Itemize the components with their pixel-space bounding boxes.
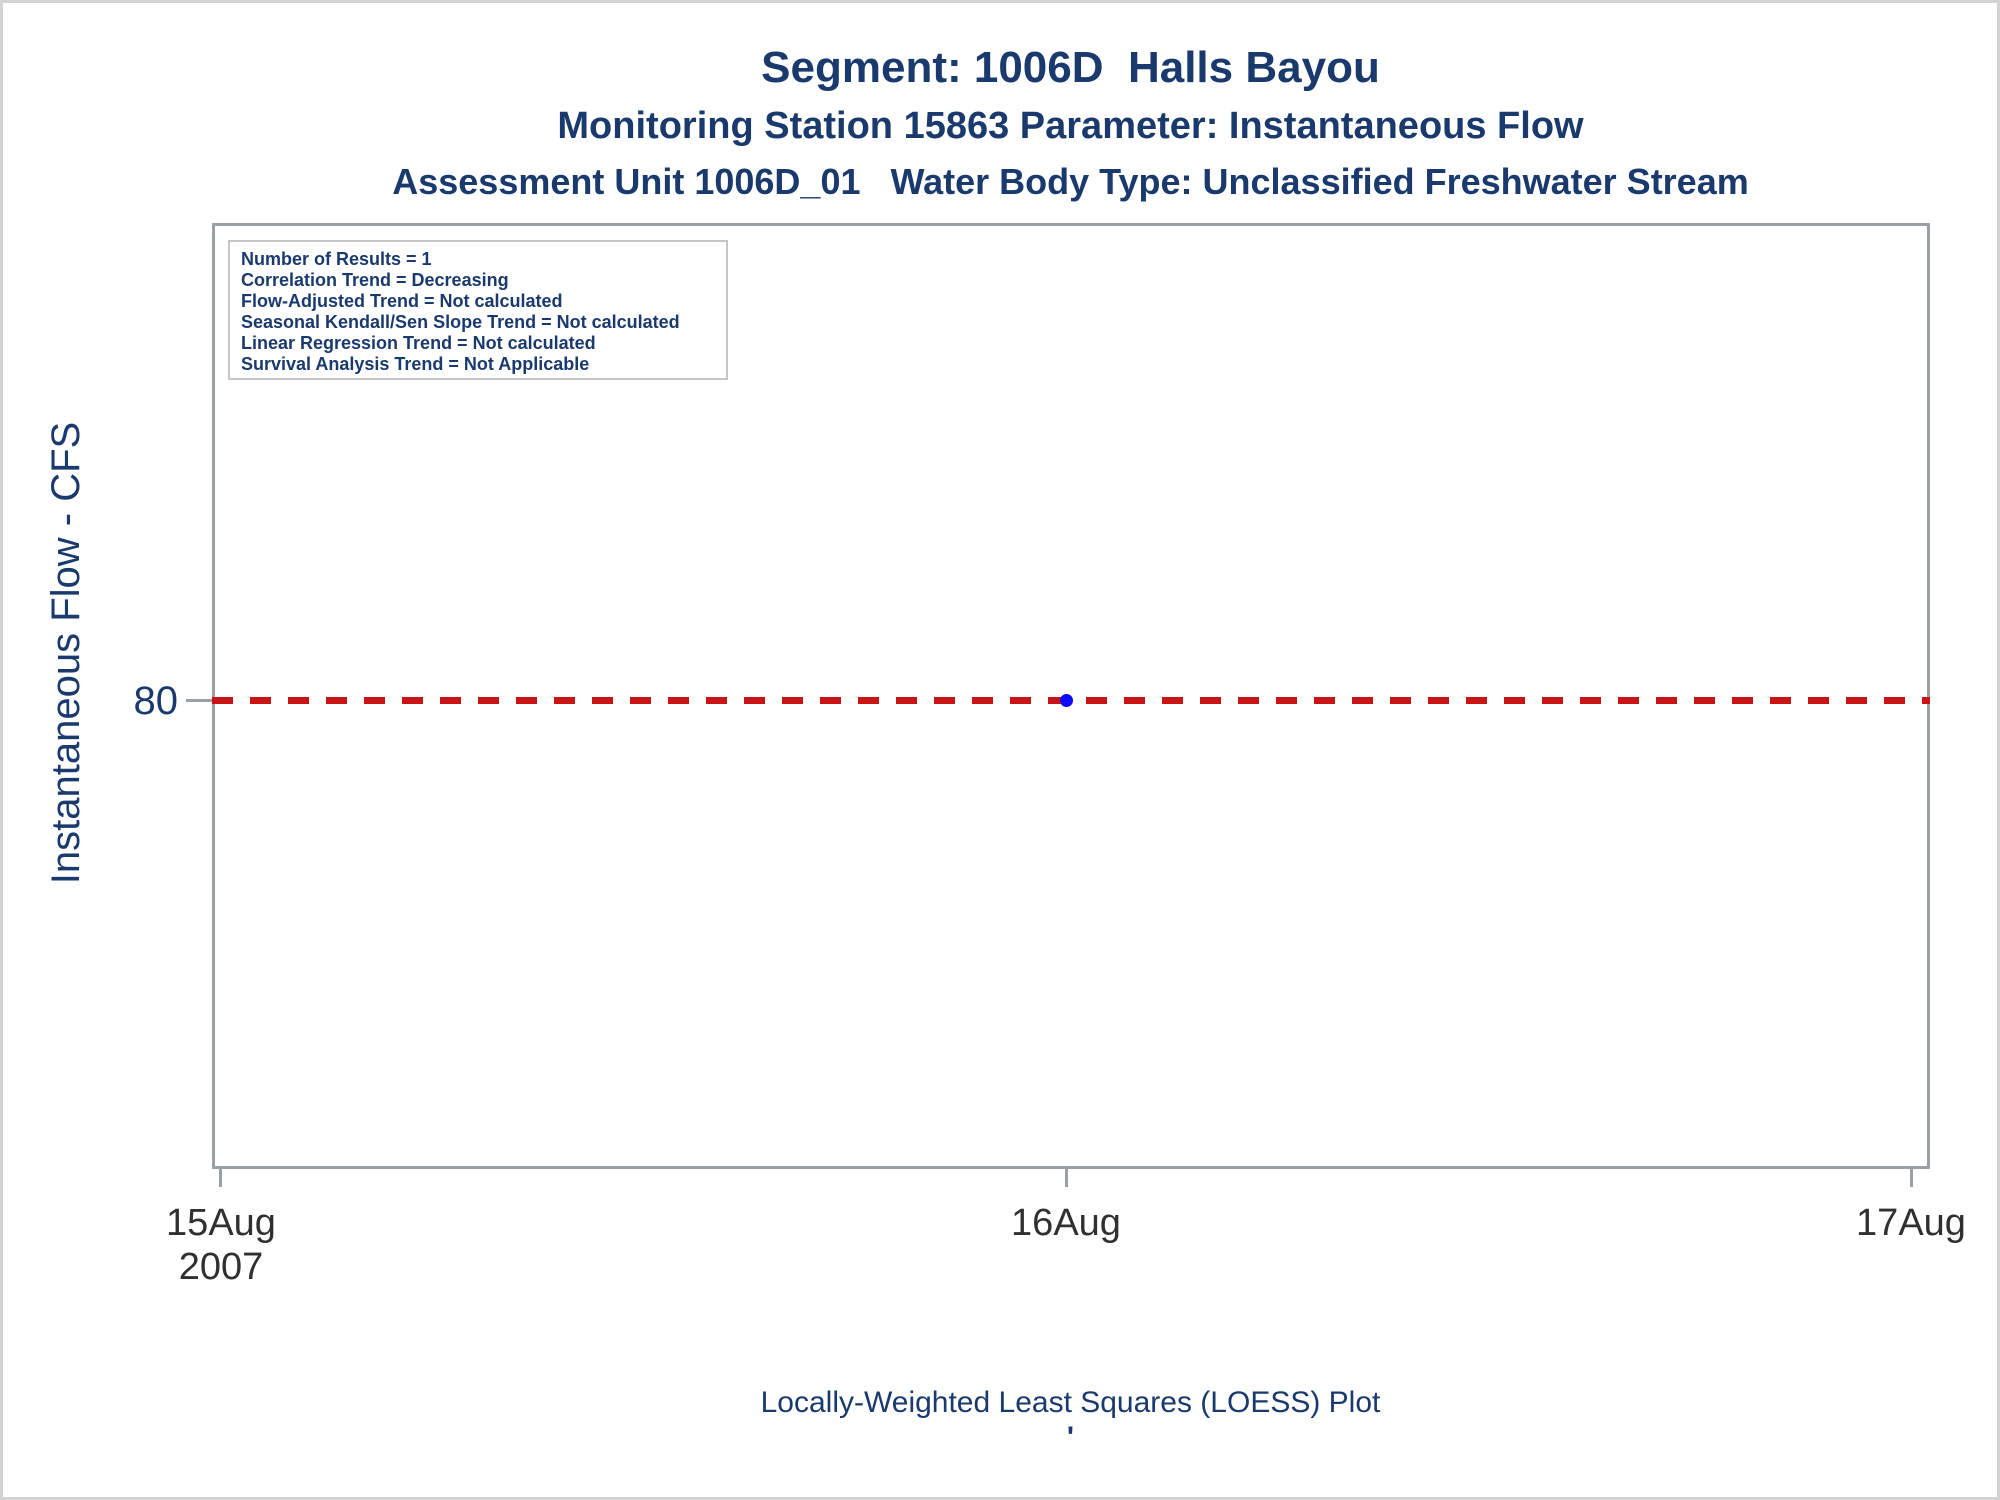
stat-correlation-trend: Correlation Trend = Decreasing (241, 270, 509, 290)
y-axis-title: Instantaneous Flow - CFS (44, 421, 88, 885)
x-tick-mark-15aug (219, 1169, 222, 1187)
stat-number-of-results: Number of Results = 1 (241, 249, 432, 269)
x-tick-label-15aug: 15Aug (166, 1202, 276, 1244)
x-tick-label-16aug: 16Aug (1011, 1202, 1121, 1244)
trend-stats-box: Number of Results = 1 Correlation Trend … (228, 240, 728, 380)
y-tick-label-80: 80 (133, 679, 179, 723)
chart-title: Segment: 1006D Halls Bayou (761, 43, 1380, 92)
stat-linear-regression-trend: Linear Regression Trend = Not calculated (241, 333, 596, 353)
chart-subtitle-assessment-unit: Assessment Unit 1006D_01 Water Body Type… (392, 161, 1749, 202)
stat-flow-adjusted-trend: Flow-Adjusted Trend = Not calculated (241, 291, 563, 311)
footer-apostrophe-mark: ' (1066, 1421, 1075, 1454)
footer-caption: Locally-Weighted Least Squares (LOESS) P… (760, 1386, 1381, 1419)
x-tick-label-17aug: 17Aug (1856, 1202, 1966, 1244)
chart-subtitle-station: Monitoring Station 15863 Parameter: Inst… (557, 105, 1584, 147)
x-tick-mark-16aug (1065, 1169, 1068, 1187)
stat-seasonal-kendall-trend: Seasonal Kendall/Sen Slope Trend = Not c… (241, 312, 680, 332)
data-point-marker (1060, 694, 1073, 707)
x-tick-mark-17aug (1910, 1169, 1913, 1187)
x-tick-label-year-2007: 2007 (178, 1246, 264, 1288)
x-tick-label-15aug-2007: 15Aug 2007 (101, 1201, 341, 1289)
y-tick-mark-80 (186, 699, 212, 702)
stat-survival-analysis-trend: Survival Analysis Trend = Not Applicable (241, 354, 590, 374)
